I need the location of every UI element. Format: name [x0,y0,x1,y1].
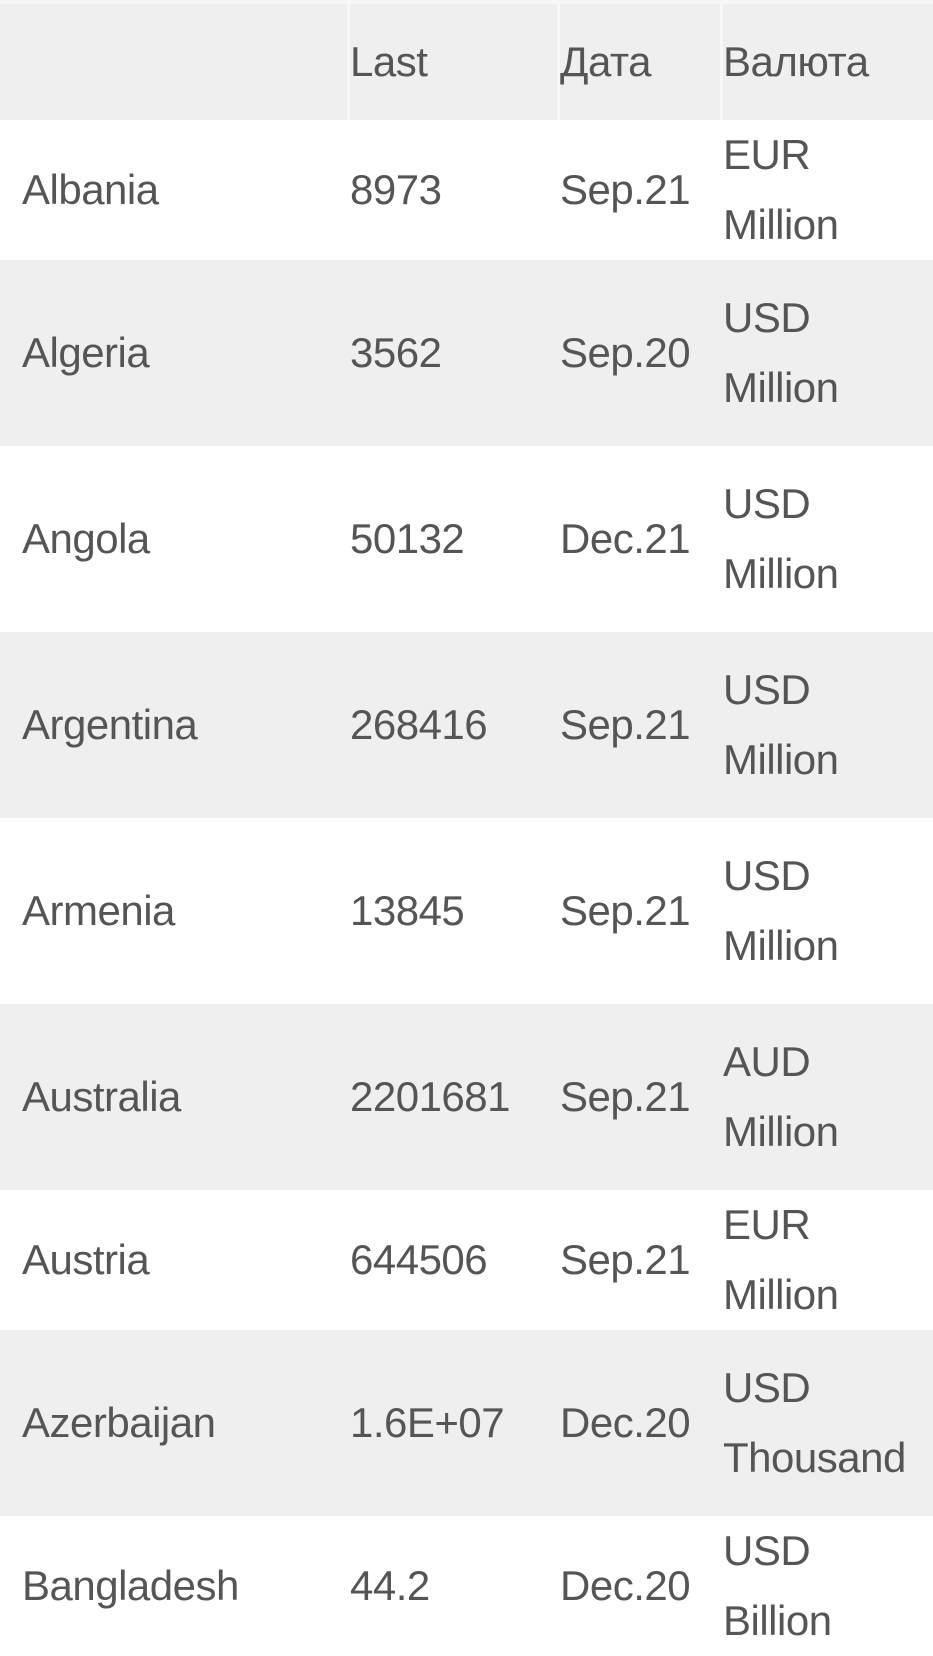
cell-date: Sep.20 [560,329,691,376]
cell-date: Sep.21 [560,1073,691,1120]
table-body: Albania 8973 Sep.21 EUR Million Algeria … [0,120,933,1656]
cell-date: Sep.21 [560,166,691,213]
cell-country[interactable]: Bangladesh [22,1562,239,1609]
cell-last: 644506 [350,1236,488,1283]
header-row: Last Дата Валюта [0,0,933,120]
cell-currency: USD Million [723,666,839,783]
cell-currency: USD Million [723,294,839,411]
table-row: Angola 50132 Dec.21 USD Million [0,446,933,632]
table-row: Algeria 3562 Sep.20 USD Million [0,260,933,446]
cell-date: Sep.21 [560,1236,691,1283]
table-row: Austria 644506 Sep.21 EUR Million [0,1190,933,1330]
cell-last: 50132 [350,515,465,562]
table-row: Azerbaijan 1.6E+07 Dec.20 USD Thousand [0,1330,933,1516]
cell-last: 8973 [350,166,442,213]
cell-date: Dec.21 [560,515,691,562]
cell-last: 13845 [350,887,465,934]
cell-currency: USD Thousand [723,1364,906,1481]
cell-last: 1.6E+07 [350,1399,505,1446]
cell-date: Dec.20 [560,1399,691,1446]
table-row: Argentina 268416 Sep.21 USD Million [0,632,933,818]
header-country [0,0,350,120]
cell-last: 3562 [350,329,442,376]
cell-currency: USD Million [723,852,839,969]
header-date[interactable]: Дата [560,0,723,120]
header-currency[interactable]: Валюта [723,0,933,120]
cell-last: 44.2 [350,1562,430,1609]
cell-country[interactable]: Azerbaijan [22,1399,216,1446]
cell-country[interactable]: Albania [22,166,159,213]
table-row: Albania 8973 Sep.21 EUR Million [0,120,933,260]
table-header: Last Дата Валюта [0,0,933,120]
header-last[interactable]: Last [350,0,560,120]
cell-currency: EUR Million [723,131,839,248]
cell-date: Sep.21 [560,887,691,934]
cell-country[interactable]: Armenia [22,887,175,934]
cell-country[interactable]: Argentina [22,701,198,748]
cell-currency: AUD Million [723,1038,839,1155]
cell-date: Dec.20 [560,1562,691,1609]
cell-country[interactable]: Austria [22,1236,150,1283]
cell-last: 2201681 [350,1073,511,1120]
table-row: Bangladesh 44.2 Dec.20 USD Billion [0,1516,933,1656]
cell-currency: EUR Million [723,1201,839,1318]
cell-last: 268416 [350,701,488,748]
cell-country[interactable]: Angola [22,515,150,562]
cell-date: Sep.21 [560,701,691,748]
cell-country[interactable]: Algeria [22,329,150,376]
cell-currency: USD Billion [723,1527,832,1644]
cell-country[interactable]: Australia [22,1073,181,1120]
cell-currency: USD Million [723,480,839,597]
table-row: Australia 2201681 Sep.21 AUD Million [0,1004,933,1190]
table-row: Armenia 13845 Sep.21 USD Million [0,818,933,1004]
